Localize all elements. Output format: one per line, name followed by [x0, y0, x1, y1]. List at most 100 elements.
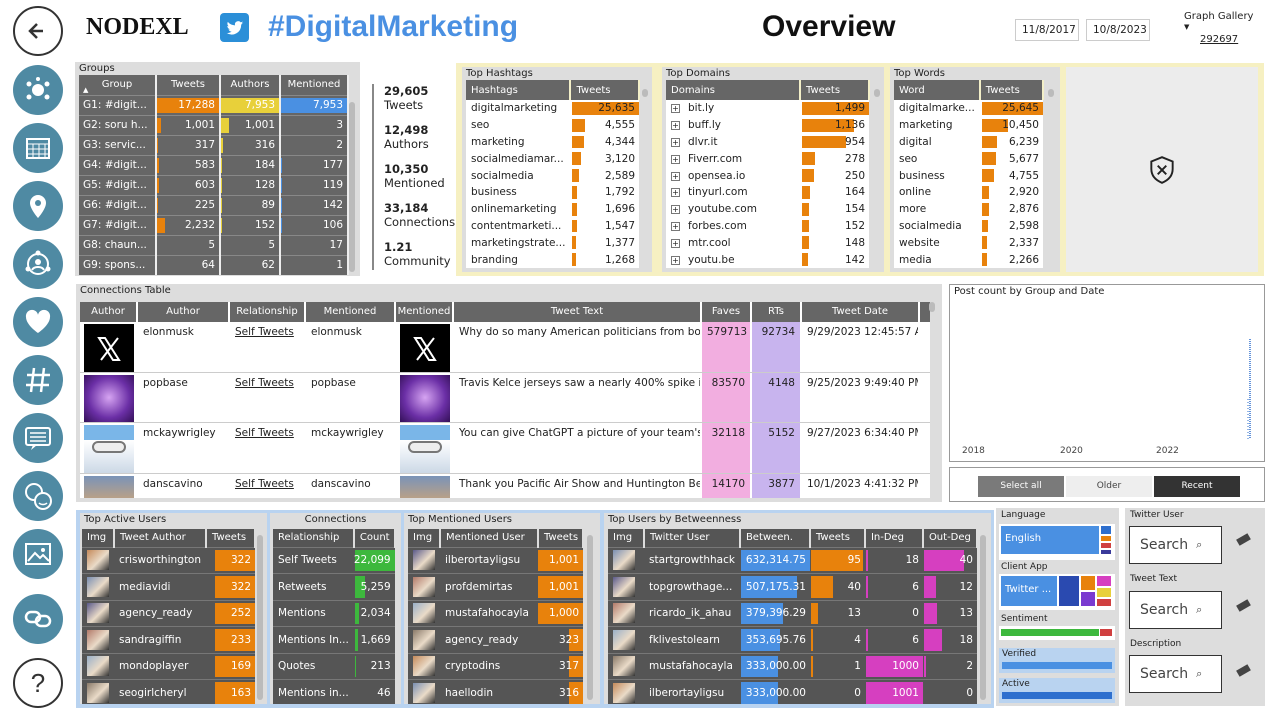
table-row[interactable]: haellodin 316 [408, 679, 583, 704]
col-img[interactable]: Img [82, 529, 115, 547]
col-rts[interactable]: RTs [752, 302, 802, 322]
list-item[interactable]: + youtu.be 142 [666, 251, 869, 268]
list-item[interactable]: + bit.ly 1,499 [666, 100, 869, 117]
active-slicer[interactable]: Active [999, 678, 1115, 703]
list-item[interactable]: digital 6,239 [894, 133, 1043, 151]
table-row[interactable]: G5: #digit... 603 128 119 [79, 174, 349, 195]
list-item[interactable]: digitalmarketing 25,635 [466, 100, 639, 117]
col-in-degree[interactable]: In-Deg [864, 529, 924, 547]
table-row[interactable]: popbase Self Tweets popbase Travis Kelce je… [80, 372, 930, 423]
relationship-link[interactable]: Self Tweets [230, 372, 306, 422]
tweet-text-search[interactable]: Search ⌕ [1129, 591, 1222, 629]
table-row[interactable]: Mentions 2,034 [273, 599, 395, 627]
col-tweets[interactable]: Tweets [809, 529, 866, 547]
nav-sentiment[interactable] [13, 297, 63, 347]
table-row[interactable]: mustafahocayla 1,000 [408, 599, 583, 627]
client-app-slicer[interactable]: Twitter ... [999, 574, 1115, 610]
table-row[interactable]: mustafahocayla 333,000.00 1 1000 2 [608, 652, 977, 680]
expand-icon[interactable]: + [671, 205, 680, 215]
scrollbar[interactable] [980, 535, 986, 700]
table-row[interactable]: agency_ready 323 [408, 626, 583, 653]
help-button[interactable]: ? [13, 658, 63, 708]
col-img[interactable]: Img [608, 529, 645, 547]
date-start-input[interactable]: 11/8/2017 [1015, 19, 1079, 41]
list-item[interactable]: marketingstrate... 1,377 [466, 234, 639, 252]
table-row[interactable]: Retweets 5,259 [273, 573, 395, 600]
expand-icon[interactable]: + [671, 104, 680, 114]
list-item[interactable]: + tinyurl.com 164 [666, 183, 869, 201]
table-row[interactable]: Mentions In... 1,669 [273, 626, 395, 653]
table-row[interactable]: mckaywrigley Self Tweets mckaywrigley You c… [80, 423, 930, 474]
nav-groups[interactable] [13, 65, 63, 115]
list-item[interactable]: + youtube.com 154 [666, 200, 869, 218]
list-item[interactable]: + dlvr.it 954 [666, 133, 869, 151]
table-row[interactable]: crisworthington 322 [82, 546, 255, 574]
col-hashtags[interactable]: Hashtags [466, 80, 572, 100]
date-end-input[interactable]: 10/8/2023 [1086, 19, 1150, 41]
list-item[interactable]: branding 1,268 [466, 251, 639, 268]
table-row[interactable]: G6: #digit... 225 89 142 [79, 194, 349, 215]
col-author[interactable]: Author [80, 302, 138, 322]
list-item[interactable]: socialmedia 2,589 [466, 167, 639, 184]
col-relationship[interactable]: Relationship [230, 302, 306, 322]
list-item[interactable]: + buff.ly 1,136 [666, 116, 869, 134]
table-row[interactable]: ilberortayligsu 333,000.00 0 1001 0 [608, 679, 977, 704]
scrollbar[interactable] [1048, 89, 1054, 97]
col-tweets[interactable]: Tweets [156, 75, 221, 95]
verified-slicer[interactable]: Verified [999, 648, 1115, 673]
nav-calendar[interactable] [13, 123, 63, 173]
scrollbar[interactable] [349, 102, 355, 272]
col-mentioned-user[interactable]: Mentioned User [440, 529, 539, 547]
list-item[interactable]: + mtr.cool 148 [666, 234, 869, 252]
table-row[interactable]: G2: soru h... 1,001 1,001 3 [79, 114, 349, 135]
table-row[interactable]: topgrowthage... 507,175.31 40 6 12 [608, 573, 977, 600]
table-row[interactable]: seogirlcheryl 163 [82, 679, 255, 704]
list-item[interactable]: + Fiverr.com 278 [666, 150, 869, 168]
list-item[interactable]: online 2,920 [894, 183, 1043, 201]
list-item[interactable]: business 4,755 [894, 167, 1043, 184]
col-relationship[interactable]: Relationship [273, 529, 355, 547]
eraser-icon[interactable] [1236, 599, 1251, 612]
list-item[interactable]: socialmediamar... 3,120 [466, 150, 639, 168]
list-item[interactable]: seo 5,677 [894, 150, 1043, 168]
expand-icon[interactable]: + [671, 238, 680, 248]
table-row[interactable]: mediavidi 322 [82, 573, 255, 600]
list-item[interactable]: marketing 10,450 [894, 116, 1043, 134]
language-english[interactable]: English [1001, 526, 1099, 554]
twitter-user-search[interactable]: Search ⌕ [1129, 526, 1222, 564]
list-item[interactable]: marketing 4,344 [466, 133, 639, 151]
col-tweet-date[interactable]: Tweet Date [802, 302, 920, 322]
eraser-icon[interactable] [1236, 533, 1251, 546]
table-row[interactable]: G4: #digit... 583 184 177 [79, 154, 349, 175]
col-tweets[interactable]: Tweets [570, 80, 640, 100]
col-count[interactable]: Count [353, 529, 396, 547]
expand-icon[interactable]: + [671, 255, 680, 265]
col-author[interactable]: Author [138, 302, 230, 322]
list-item[interactable]: media 2,266 [894, 251, 1043, 268]
relationship-link[interactable]: Self Tweets [230, 473, 306, 498]
client-twitter[interactable]: Twitter ... [1001, 576, 1057, 606]
chevron-down-icon[interactable]: ▼ [1184, 23, 1190, 31]
list-item[interactable]: website 2,337 [894, 234, 1043, 252]
table-row[interactable]: Mentions in... 46 [273, 679, 395, 704]
col-out-degree[interactable]: Out-Deg [922, 529, 979, 547]
col-twitter-user[interactable]: Twitter User [644, 529, 741, 547]
nav-emotions[interactable] [13, 471, 63, 521]
recent-button[interactable]: Recent [1154, 476, 1240, 497]
col-mentioned[interactable]: Mentioned [280, 75, 349, 95]
older-button[interactable]: Older [1066, 476, 1152, 497]
nav-location[interactable] [13, 181, 63, 231]
col-betweenness[interactable]: Between. [739, 529, 811, 547]
col-mentioned[interactable]: Mentioned [306, 302, 396, 322]
list-item[interactable]: + opensea.io 250 [666, 167, 869, 184]
table-row[interactable]: Quotes 213 [273, 652, 395, 680]
table-row[interactable]: G1: #digit... 17,288 7,953 7,953 [79, 94, 349, 115]
list-item[interactable]: contentmarketi... 1,547 [466, 217, 639, 235]
scrollbar[interactable] [257, 535, 263, 700]
language-slicer[interactable]: English [999, 524, 1115, 560]
back-button[interactable] [13, 6, 63, 56]
list-item[interactable]: more 2,876 [894, 200, 1043, 218]
col-tweet-author[interactable]: Tweet Author [114, 529, 208, 547]
list-item[interactable]: + forbes.com 152 [666, 217, 869, 235]
sentiment-slicer[interactable] [999, 626, 1115, 640]
